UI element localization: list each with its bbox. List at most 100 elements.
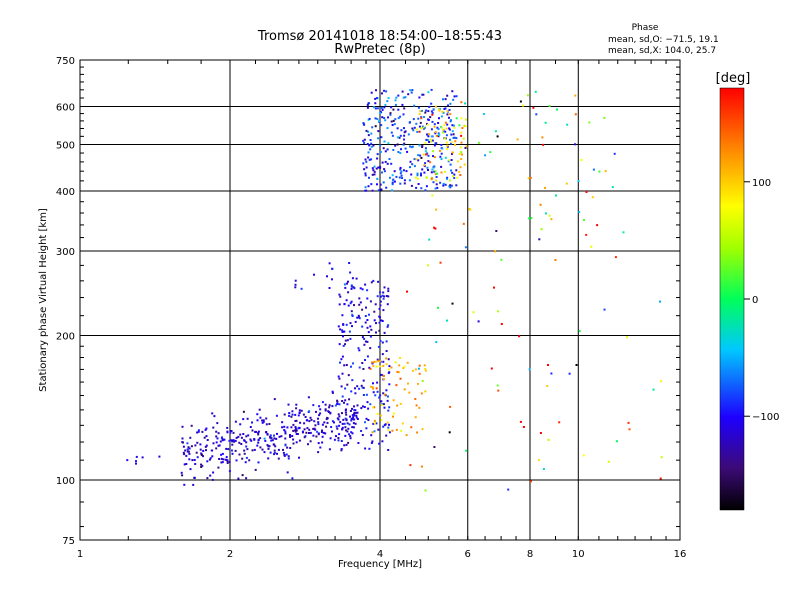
data-point [370, 434, 373, 437]
y-axis-label: Stationary phase Virtual Height [km] [38, 208, 49, 392]
data-point [375, 360, 378, 363]
data-point [343, 364, 346, 367]
data-point [420, 172, 422, 175]
data-point [346, 339, 349, 342]
data-point [231, 449, 233, 452]
data-point [259, 437, 262, 440]
data-point [427, 154, 430, 157]
data-point [451, 152, 453, 155]
data-point [294, 413, 297, 416]
y-tick-label: 75 [62, 536, 75, 547]
data-point [240, 443, 243, 445]
data-point [306, 427, 309, 430]
data-point [383, 331, 386, 334]
data-point [241, 474, 244, 477]
data-point [317, 421, 320, 424]
data-point [421, 380, 424, 382]
data-point [434, 187, 437, 190]
data-point [220, 453, 223, 456]
data-point [529, 480, 532, 483]
data-point [194, 463, 197, 465]
data-point [460, 101, 463, 104]
data-point [397, 94, 400, 97]
data-point [225, 447, 228, 450]
data-point [396, 404, 399, 407]
data-point [558, 421, 561, 424]
data-point [426, 264, 429, 267]
data-point [257, 439, 260, 442]
data-point [328, 262, 331, 265]
data-point [427, 169, 429, 171]
data-point [439, 149, 441, 152]
data-point [574, 143, 577, 146]
data-point [411, 145, 414, 148]
data-point [183, 453, 186, 456]
data-point [544, 121, 547, 124]
data-point [294, 279, 297, 282]
data-point [350, 419, 353, 422]
data-point [421, 428, 424, 431]
data-point [424, 150, 427, 153]
data-point [614, 256, 617, 259]
data-point [197, 430, 200, 433]
data-point [415, 128, 418, 131]
data-point [341, 395, 344, 398]
data-point [331, 390, 334, 393]
data-point [429, 138, 432, 141]
data-point [261, 421, 264, 424]
data-point [417, 177, 419, 180]
data-point [459, 174, 462, 176]
data-point [425, 185, 428, 188]
data-point [431, 194, 434, 197]
data-point [349, 302, 352, 305]
data-point [353, 411, 356, 414]
data-point [442, 128, 445, 131]
stats-heading: Phase [632, 23, 659, 33]
data-point [328, 404, 331, 407]
data-point [245, 477, 248, 480]
data-point [328, 406, 331, 409]
data-point [291, 413, 294, 416]
data-point [436, 186, 439, 189]
data-point [464, 147, 467, 149]
data-point [411, 163, 414, 166]
data-point [251, 421, 253, 424]
data-point [387, 429, 390, 432]
data-point [382, 392, 385, 395]
data-point [339, 421, 342, 424]
data-point [375, 322, 377, 325]
data-point [444, 183, 447, 186]
data-point [434, 173, 437, 176]
data-point [383, 106, 386, 109]
data-point [231, 440, 234, 443]
data-point [358, 366, 361, 369]
data-point [397, 151, 400, 153]
x-tick-label: 4 [377, 549, 383, 560]
data-point [362, 139, 365, 142]
data-point [652, 388, 655, 391]
data-point [377, 345, 380, 348]
data-point [376, 358, 379, 361]
data-point [334, 404, 337, 407]
data-point [369, 367, 372, 370]
data-point [308, 428, 311, 431]
data-point [382, 297, 385, 300]
data-point [388, 423, 390, 426]
data-point [303, 428, 306, 431]
data-point [292, 438, 295, 441]
data-point [346, 430, 349, 433]
data-point [188, 452, 191, 455]
data-point [346, 282, 348, 285]
data-point [211, 412, 214, 415]
data-point [228, 439, 231, 442]
data-point [568, 372, 571, 375]
data-point [345, 443, 348, 446]
data-point [346, 403, 349, 406]
data-point [253, 438, 256, 440]
data-point [341, 372, 344, 375]
data-point [181, 425, 184, 428]
data-point [438, 108, 441, 110]
data-point [356, 385, 359, 388]
data-point [265, 431, 267, 434]
data-point [403, 169, 405, 172]
